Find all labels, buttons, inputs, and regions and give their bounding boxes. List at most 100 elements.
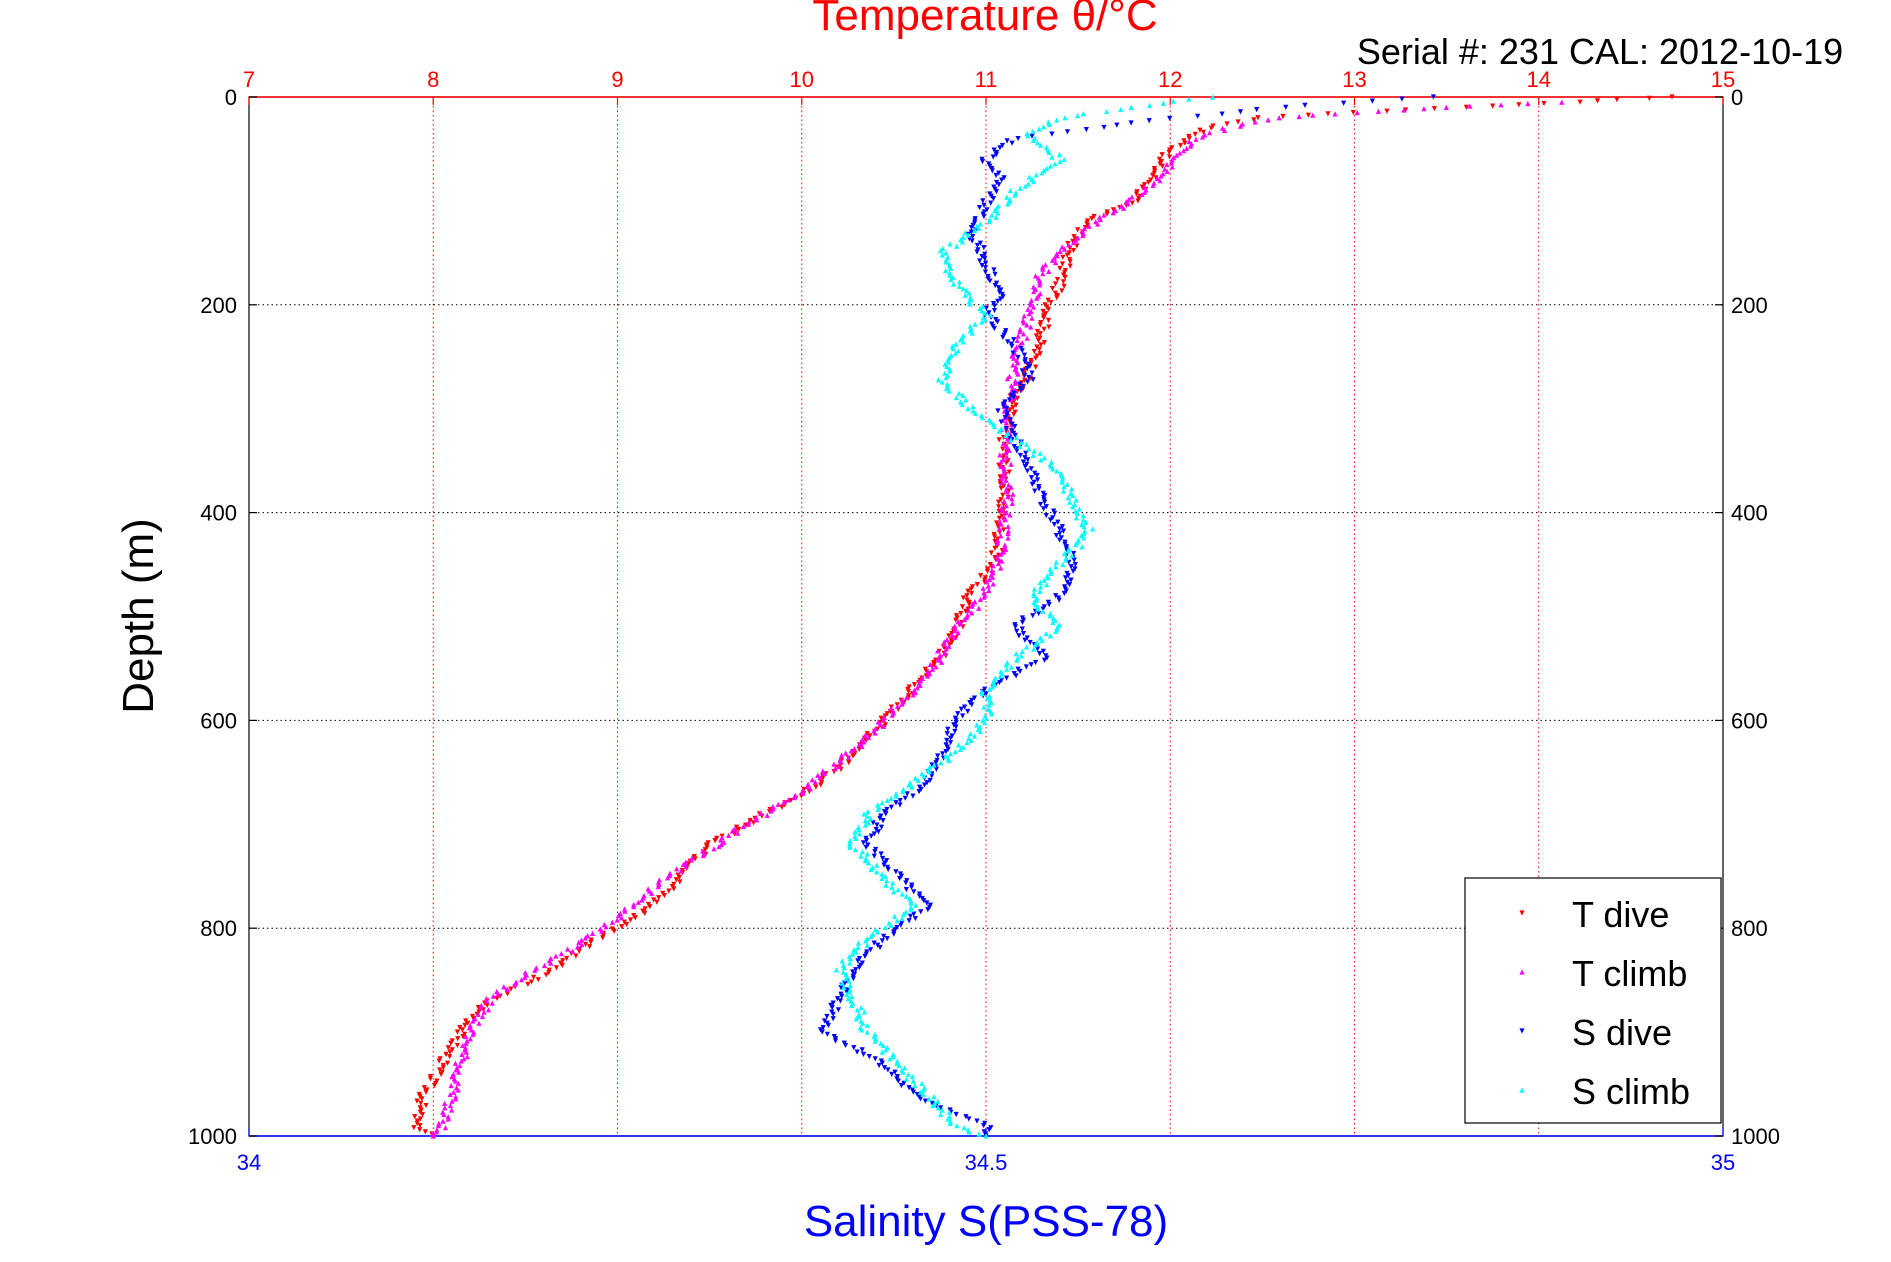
data-point bbox=[1065, 573, 1071, 579]
data-point bbox=[1009, 500, 1015, 506]
data-point bbox=[1200, 129, 1207, 135]
data-point bbox=[1037, 282, 1043, 288]
data-point bbox=[999, 513, 1005, 519]
data-point bbox=[1164, 161, 1170, 168]
data-point bbox=[855, 824, 861, 830]
data-point bbox=[891, 931, 897, 937]
data-point bbox=[746, 819, 752, 825]
data-point bbox=[1037, 579, 1043, 585]
data-point bbox=[821, 770, 827, 776]
data-point bbox=[1431, 106, 1438, 112]
data-point bbox=[1049, 257, 1056, 263]
data-point bbox=[1018, 439, 1024, 445]
data-point bbox=[988, 200, 994, 206]
data-point bbox=[861, 1009, 867, 1015]
data-point bbox=[861, 811, 867, 817]
data-point bbox=[747, 817, 753, 824]
data-point bbox=[992, 303, 998, 309]
data-point bbox=[972, 410, 979, 416]
data-point bbox=[1038, 584, 1044, 590]
data-point bbox=[680, 861, 686, 867]
data-point bbox=[899, 891, 905, 897]
data-point bbox=[1112, 207, 1119, 214]
data-point bbox=[504, 986, 510, 992]
data-point bbox=[958, 337, 964, 343]
data-point bbox=[1068, 564, 1074, 570]
data-point bbox=[843, 976, 849, 982]
data-point bbox=[1061, 283, 1067, 289]
data-point bbox=[1162, 166, 1168, 172]
data-point bbox=[1075, 113, 1081, 119]
data-point bbox=[896, 875, 903, 882]
data-point bbox=[897, 802, 903, 808]
data-point bbox=[996, 526, 1002, 532]
data-point bbox=[1043, 512, 1049, 519]
data-point bbox=[866, 1053, 872, 1060]
data-point bbox=[1000, 456, 1006, 463]
data-point bbox=[839, 752, 845, 758]
data-point bbox=[508, 986, 514, 992]
data-point bbox=[905, 1071, 911, 1078]
legend-marker bbox=[1519, 910, 1525, 916]
data-point bbox=[917, 682, 923, 689]
data-point bbox=[1009, 496, 1015, 502]
data-point bbox=[1168, 159, 1175, 165]
data-point bbox=[906, 918, 912, 924]
data-point bbox=[1164, 168, 1170, 175]
data-point bbox=[1251, 117, 1257, 123]
data-point bbox=[745, 821, 752, 827]
data-point bbox=[1037, 588, 1043, 594]
chart-subtitle: Serial #: 231 CAL: 2012-10-19 bbox=[1357, 31, 1843, 72]
data-point bbox=[976, 225, 982, 231]
data-point bbox=[917, 1089, 924, 1095]
data-point bbox=[1040, 271, 1046, 277]
data-point bbox=[1029, 481, 1035, 487]
data-point bbox=[441, 1111, 447, 1118]
data-point bbox=[589, 930, 596, 936]
data-point bbox=[1045, 297, 1051, 303]
data-point bbox=[884, 935, 890, 942]
data-point bbox=[1027, 639, 1033, 646]
data-point bbox=[1023, 664, 1029, 670]
data-point bbox=[992, 682, 998, 688]
data-point bbox=[998, 485, 1004, 491]
right-tick-label: 600 bbox=[1731, 708, 1768, 733]
data-point bbox=[893, 793, 899, 799]
x-axis-label-bottom: Salinity S(PSS-78) bbox=[804, 1197, 1168, 1246]
data-point bbox=[1061, 484, 1067, 490]
data-point bbox=[888, 804, 894, 810]
top-tick-label: 11 bbox=[975, 67, 998, 92]
data-point bbox=[449, 1098, 455, 1104]
data-point bbox=[442, 1100, 448, 1106]
data-point bbox=[1022, 377, 1028, 384]
data-point bbox=[872, 730, 878, 736]
legend-label: T dive bbox=[1572, 894, 1669, 935]
data-point bbox=[621, 906, 628, 912]
data-point bbox=[1010, 362, 1016, 368]
right-tick-label: 800 bbox=[1731, 916, 1768, 941]
data-point bbox=[998, 551, 1004, 557]
data-point bbox=[888, 705, 894, 712]
data-point bbox=[877, 815, 883, 821]
data-point bbox=[983, 1133, 989, 1139]
data-point bbox=[1053, 259, 1059, 266]
data-point bbox=[1040, 308, 1046, 315]
data-point bbox=[874, 862, 880, 868]
data-point bbox=[1011, 411, 1017, 418]
data-point bbox=[913, 902, 919, 908]
data-point bbox=[882, 713, 888, 719]
data-point bbox=[959, 401, 966, 407]
data-point bbox=[1012, 423, 1018, 430]
data-point bbox=[946, 633, 952, 639]
data-point bbox=[1050, 466, 1056, 472]
data-point bbox=[945, 1116, 951, 1122]
data-point bbox=[619, 924, 625, 930]
data-point bbox=[910, 692, 916, 698]
data-point bbox=[461, 1056, 467, 1062]
data-point bbox=[855, 944, 861, 951]
data-point bbox=[931, 762, 937, 768]
data-point bbox=[995, 210, 1001, 216]
data-point bbox=[1086, 223, 1092, 229]
data-point bbox=[995, 556, 1001, 562]
data-point bbox=[902, 795, 908, 801]
